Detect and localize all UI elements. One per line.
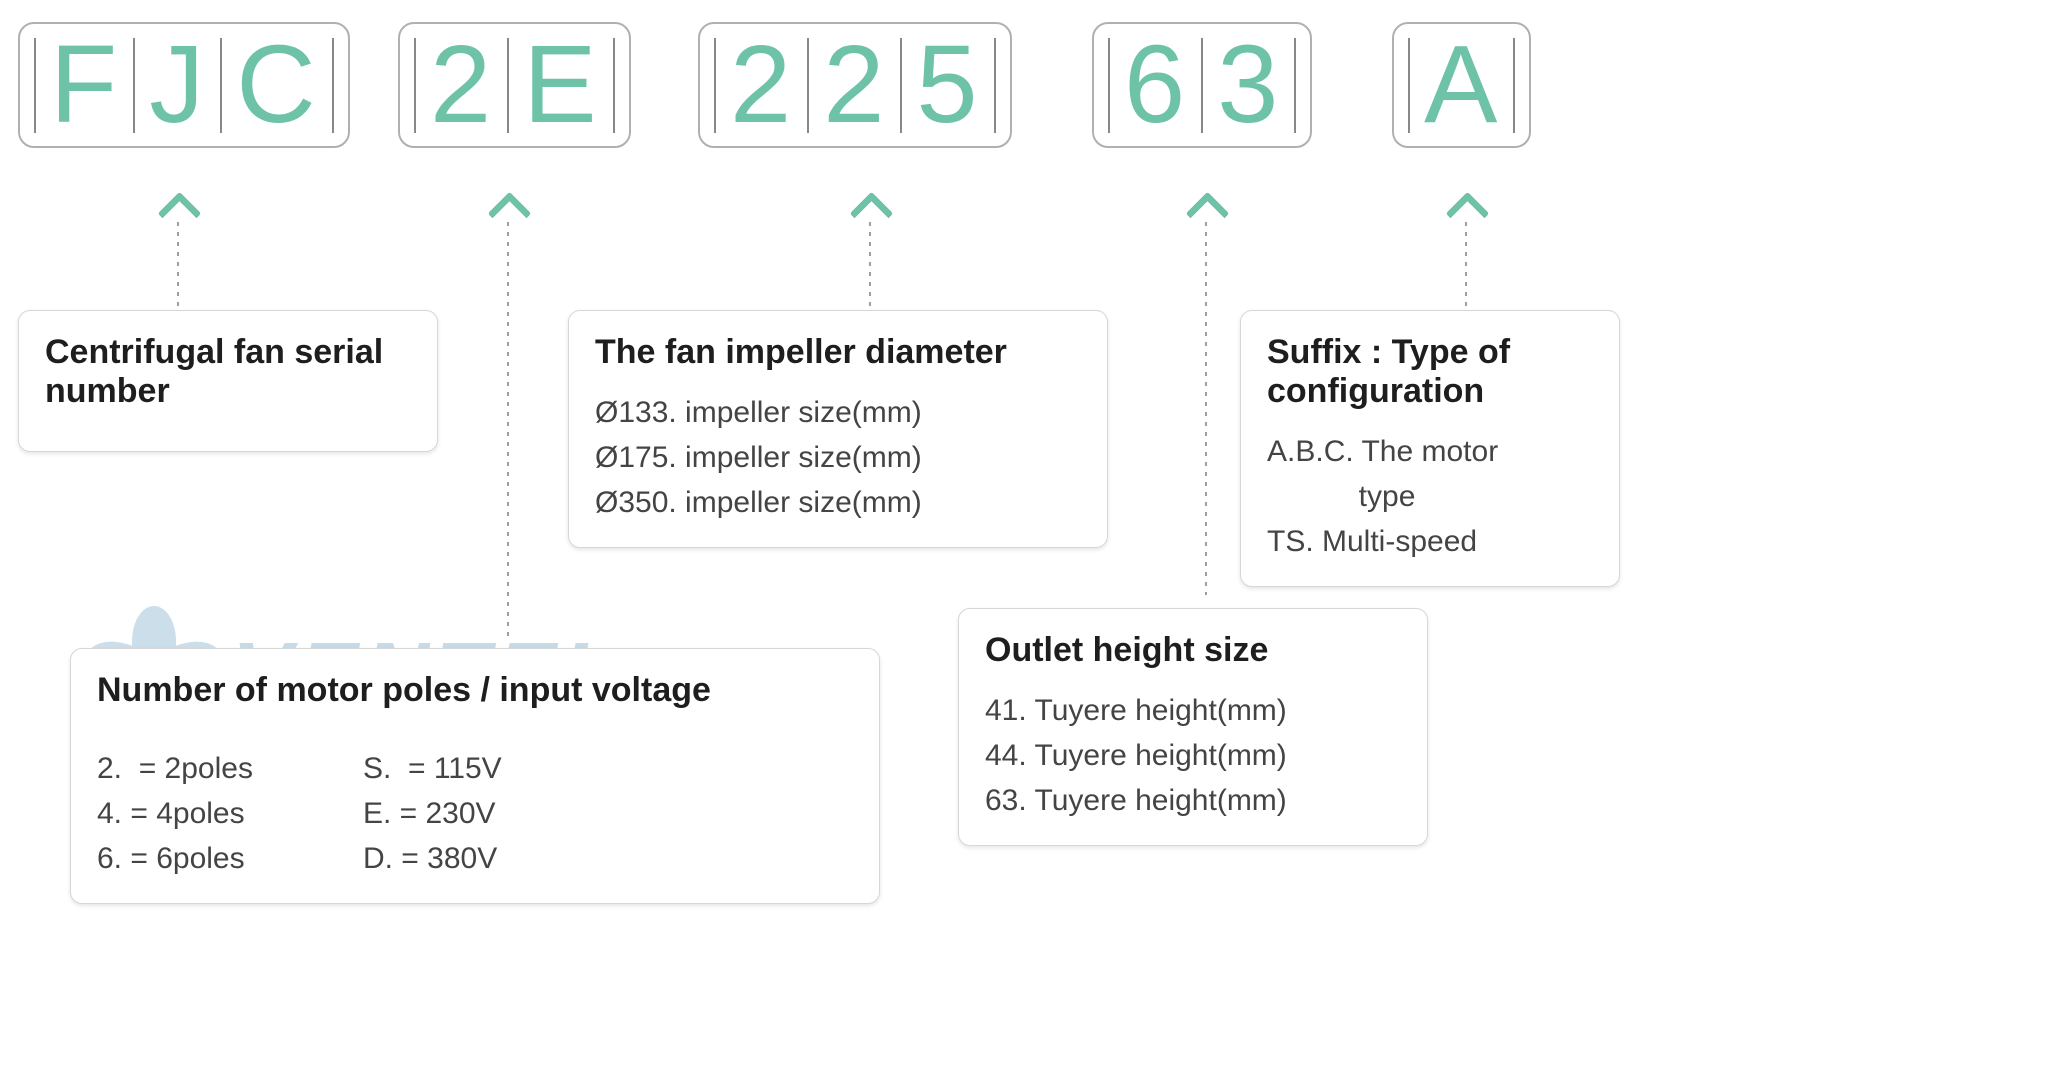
callout-title: Number of motor poles / input voltage <box>97 671 853 710</box>
callout-line: 2. = 2poles <box>97 746 253 791</box>
code-char: 2 <box>716 30 807 140</box>
callout-line: 41. Tuyere height(mm) <box>985 688 1401 733</box>
code-group-poles: 2 E <box>398 22 631 148</box>
callout-line: TS. Multi-speed <box>1267 519 1593 564</box>
code-char: F <box>36 30 133 140</box>
chevron-up-icon <box>1448 186 1484 222</box>
code-group-suffix: A <box>1392 22 1531 148</box>
callout-title: The fan impeller diameter <box>595 333 1081 372</box>
diagram-canvas: VENTEL F J C 2 E 2 2 5 <box>0 0 2055 1080</box>
chevron-up-icon <box>160 186 196 222</box>
callout-outlet: Outlet height size 41. Tuyere height(mm)… <box>958 608 1428 846</box>
code-group-serial: F J C <box>18 22 350 148</box>
code-char: 2 <box>416 30 507 140</box>
callout-line: S. = 115V <box>363 746 502 791</box>
callout-poles: Number of motor poles / input voltage 2.… <box>70 648 880 904</box>
code-char: 5 <box>902 30 993 140</box>
callout-line: 44. Tuyere height(mm) <box>985 733 1401 778</box>
callout-suffix: Suffix : Type of configuration A.B.C. Th… <box>1240 310 1620 587</box>
callout-line: E. = 230V <box>363 791 502 836</box>
code-group-impeller: 2 2 5 <box>698 22 1012 148</box>
code-char: 3 <box>1203 30 1294 140</box>
code-char: 2 <box>809 30 900 140</box>
chevron-up-icon <box>490 186 526 222</box>
callout-line: A.B.C. The motor <box>1267 429 1593 474</box>
chevron-up-icon <box>852 186 888 222</box>
callout-line: 63. Tuyere height(mm) <box>985 778 1401 823</box>
poles-column: 2. = 2poles 4. = 4poles 6. = 6poles <box>97 746 253 881</box>
callout-title: Suffix : Type of configuration <box>1267 333 1593 411</box>
voltage-column: S. = 115V E. = 230V D. = 380V <box>363 746 502 881</box>
code-char: A <box>1410 30 1513 140</box>
code-char: E <box>509 30 612 140</box>
callout-line: Ø175. impeller size(mm) <box>595 435 1081 480</box>
callout-line: 4. = 4poles <box>97 791 253 836</box>
callout-line: type <box>1267 474 1593 519</box>
callout-title: Centrifugal fan serial number <box>45 333 411 411</box>
chevron-up-icon <box>1188 186 1224 222</box>
callout-serial: Centrifugal fan serial number <box>18 310 438 452</box>
code-char: 6 <box>1110 30 1201 140</box>
callout-impeller: The fan impeller diameter Ø133. impeller… <box>568 310 1108 548</box>
code-char: C <box>222 30 331 140</box>
code-group-outlet: 6 3 <box>1092 22 1312 148</box>
callout-line: Ø350. impeller size(mm) <box>595 480 1081 525</box>
code-char: J <box>135 30 220 140</box>
callout-title: Outlet height size <box>985 631 1401 670</box>
callout-line: 6. = 6poles <box>97 836 253 881</box>
callout-line: Ø133. impeller size(mm) <box>595 390 1081 435</box>
callout-line: D. = 380V <box>363 836 502 881</box>
